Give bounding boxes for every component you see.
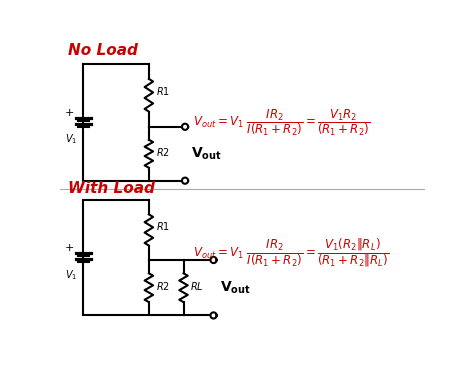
Text: $R1$: $R1$: [156, 85, 170, 97]
Text: $V_{out} = V_1\ \dfrac{IR_2}{I(R_1 + R_2)} = \dfrac{V_1R_2}{(R_1 + R_2)}$: $V_{out} = V_1\ \dfrac{IR_2}{I(R_1 + R_2…: [193, 108, 370, 138]
Text: $R2$: $R2$: [156, 280, 170, 292]
Text: +: +: [65, 243, 74, 253]
Text: $\mathbf{V_{out}}$: $\mathbf{V_{out}}$: [219, 279, 251, 296]
Text: +: +: [65, 108, 74, 118]
Text: With Load: With Load: [68, 181, 155, 196]
Text: $\mathbf{V_{out}}$: $\mathbf{V_{out}}$: [191, 145, 222, 162]
Text: $R1$: $R1$: [156, 220, 170, 232]
Text: $R2$: $R2$: [156, 146, 170, 158]
Text: $V_1$: $V_1$: [65, 268, 77, 282]
Text: $V_1$: $V_1$: [65, 132, 77, 146]
Text: $V_{out} = V_1\ \dfrac{IR_2}{I(R_1 + R_2)} = \dfrac{V_1(R_2 \| R_L)}{(R_1 + R_2 : $V_{out} = V_1\ \dfrac{IR_2}{I(R_1 + R_2…: [193, 236, 389, 269]
Text: $RL$: $RL$: [191, 280, 204, 292]
Text: No Load: No Load: [68, 43, 138, 58]
